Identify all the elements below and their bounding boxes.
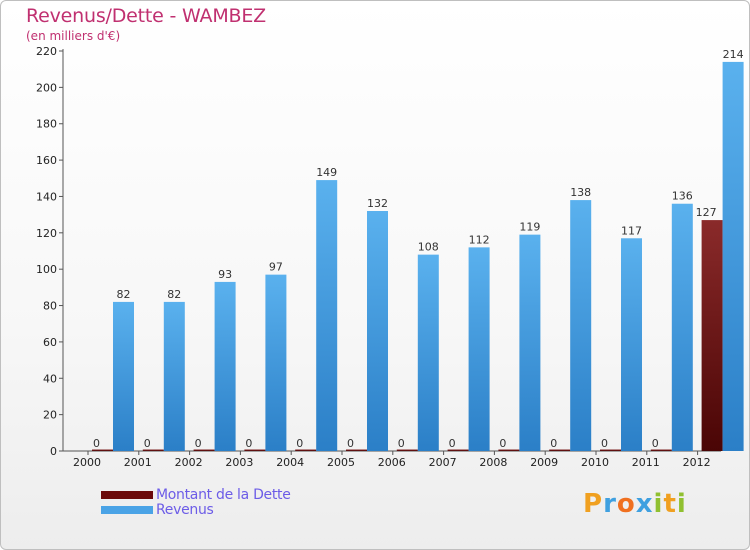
data-label-revenus: 93 [218, 268, 232, 281]
bar-revenus [214, 281, 236, 451]
data-label-revenus: 112 [469, 233, 490, 246]
data-label-dette: 0 [550, 437, 557, 450]
bar-revenus [316, 180, 338, 451]
y-tick-label: 40 [43, 372, 57, 385]
data-label-revenus: 138 [570, 186, 591, 199]
data-label-dette: 0 [652, 437, 659, 450]
data-label-dette: 0 [93, 437, 100, 450]
y-tick-label: 60 [43, 336, 57, 349]
bar-revenus [113, 301, 134, 451]
x-tick-label: 2009 [530, 456, 558, 469]
legend-label-revenus: Revenus [156, 502, 214, 518]
data-label-revenus: 149 [316, 166, 337, 179]
logo-letter: o [616, 489, 636, 519]
data-label-dette: 0 [245, 437, 252, 450]
logo-letter: r [603, 489, 617, 519]
x-tick-label: 2005 [327, 456, 355, 469]
data-label-dette: 127 [696, 206, 717, 219]
data-label-revenus: 82 [167, 288, 181, 301]
bar-dette [346, 449, 367, 451]
legend-swatch-revenus [101, 506, 153, 514]
bar-dette [650, 449, 672, 451]
logo-letter: i [676, 489, 687, 519]
x-tick-label: 2010 [581, 456, 609, 469]
y-tick-label: 140 [36, 190, 57, 203]
data-label-dette: 0 [144, 437, 151, 450]
bar-dette [244, 449, 266, 451]
data-label-dette: 0 [499, 437, 506, 450]
x-tick-label: 2007 [429, 456, 457, 469]
x-tick-label: 2006 [378, 456, 406, 469]
data-label-dette: 0 [449, 437, 456, 450]
bar-revenus [519, 234, 541, 451]
y-tick-label: 100 [36, 263, 57, 276]
legend-label-dette: Montant de la Dette [156, 487, 291, 503]
x-tick-label: 2011 [632, 456, 660, 469]
data-label-dette: 0 [195, 437, 202, 450]
bar-dette [549, 449, 571, 451]
data-label-revenus: 214 [723, 48, 744, 61]
y-tick-label: 0 [50, 445, 57, 458]
logo-letter: x [635, 489, 654, 519]
bar-revenus [468, 247, 490, 451]
logo-letter: i [653, 489, 664, 519]
x-tick-label: 2000 [73, 456, 101, 469]
y-tick-label: 160 [36, 154, 57, 167]
bar-revenus [163, 301, 185, 451]
x-tick-label: 2002 [175, 456, 203, 469]
x-tick-label: 2004 [276, 456, 304, 469]
bar-revenus [570, 200, 592, 451]
bar-dette [92, 449, 113, 451]
data-label-revenus: 82 [117, 288, 131, 301]
y-tick-label: 180 [36, 118, 57, 131]
chart-subtitle: (en milliers d'€) [26, 29, 121, 43]
data-label-revenus: 132 [367, 197, 388, 210]
data-label-revenus: 97 [269, 261, 283, 274]
x-tick-label: 2012 [683, 456, 711, 469]
logo-letter: t [663, 489, 677, 519]
y-tick-label: 120 [36, 227, 57, 240]
data-label-revenus: 136 [672, 190, 693, 203]
bar-revenus [265, 274, 287, 451]
y-tick-label: 20 [43, 409, 57, 422]
bar-dette [498, 449, 520, 451]
bar-revenus [417, 254, 439, 451]
data-label-dette: 0 [398, 437, 405, 450]
proxiti-logo: Proxiti [583, 489, 687, 519]
x-tick-label: 2003 [225, 456, 253, 469]
logo-letter: P [583, 489, 604, 519]
data-label-dette: 0 [296, 437, 303, 450]
bar-dette [142, 449, 164, 451]
x-tick-label: 2008 [479, 456, 507, 469]
bar-dette [396, 449, 418, 451]
bar-revenus [722, 61, 744, 452]
bar-revenus [367, 211, 388, 451]
bar-dette [600, 449, 621, 451]
legend-swatch-dette [101, 491, 153, 499]
bar-dette [295, 449, 317, 451]
chart-title: Revenus/Dette - WAMBEZ [26, 5, 266, 27]
bar-dette [447, 449, 469, 451]
data-label-revenus: 117 [621, 224, 642, 237]
data-label-revenus: 119 [519, 221, 540, 234]
y-tick-label: 80 [43, 300, 57, 313]
y-tick-label: 220 [36, 45, 57, 58]
data-label-dette: 0 [347, 437, 354, 450]
data-label-revenus: 108 [418, 241, 439, 254]
bar-revenus [621, 238, 642, 451]
data-label-dette: 0 [601, 437, 608, 450]
bar-dette [193, 449, 215, 451]
bar-dette [701, 220, 723, 451]
x-tick-label: 2001 [124, 456, 152, 469]
y-tick-label: 200 [36, 81, 57, 94]
bar-revenus [671, 203, 693, 451]
